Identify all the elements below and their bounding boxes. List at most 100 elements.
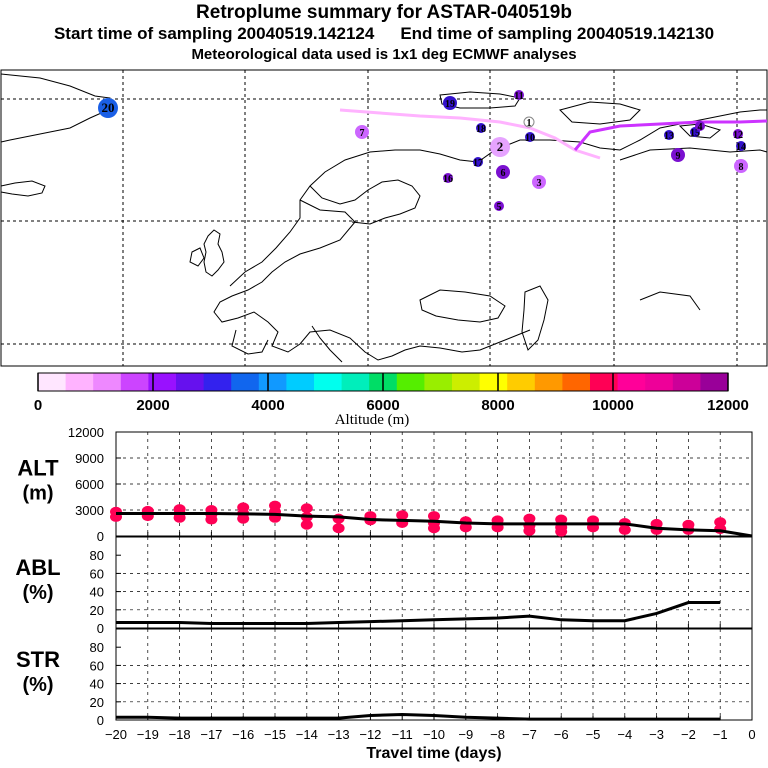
colorbar-tick-label: 8000 — [481, 397, 514, 414]
colorbar-tick-label: 0 — [34, 397, 42, 414]
x-tick-label: −14 — [296, 727, 318, 742]
sampling-times: Start time of sampling 20040519.142124 En… — [0, 24, 768, 44]
map-marker-dot — [443, 96, 457, 110]
map-marker: 8 — [734, 159, 748, 173]
altitude-marker — [173, 512, 186, 523]
colorbar-tick-label: 2000 — [136, 397, 169, 414]
map-marker: 5 — [494, 201, 504, 213]
plume-markers: 20 19 18 17 16 15 14 13 12 11 10 9 8 7 6 5 4 3 2 1 — [98, 90, 748, 213]
map-marker: 18 — [476, 123, 486, 135]
series-line — [116, 713, 721, 721]
map-marker: 9 — [671, 148, 685, 162]
abl-panel: 80 60 40 20 0 ABL(%) — [15, 536, 753, 636]
y-tick-label: 0 — [97, 713, 104, 728]
colorbar-swatch — [38, 373, 67, 391]
britain-coast — [203, 229, 225, 277]
colorbar-swatch — [590, 373, 619, 391]
map-marker-dot — [98, 98, 118, 118]
map-marker: 20 — [98, 98, 118, 118]
map-marker: 7 — [355, 125, 369, 139]
map-marker-dot — [355, 125, 369, 139]
y-tick-label: 0 — [97, 529, 104, 544]
y-tick-label: 3000 — [75, 503, 104, 518]
map-marker: 16 — [443, 173, 453, 185]
map-marker-dot — [733, 129, 743, 139]
x-tick-label: −7 — [522, 727, 537, 742]
y-tick-label: 80 — [90, 640, 104, 655]
map-marker-label: 15 — [690, 128, 700, 139]
x-tick-label: −6 — [554, 727, 569, 742]
colorbar-swatch — [176, 373, 205, 391]
colorbar-swatch — [534, 373, 563, 391]
panel-label: ALT — [17, 456, 59, 481]
y-tick-label: 40 — [90, 677, 104, 692]
map-marker: 14 — [736, 141, 746, 153]
colorbar-tick-label: 12000 — [707, 397, 749, 414]
altitude-marker — [555, 514, 568, 525]
colorbar-swatch — [148, 373, 177, 391]
map-marker-label: 17 — [473, 158, 483, 169]
colorbar-swatch — [479, 373, 508, 391]
colorbar-swatch — [700, 373, 729, 391]
baltic-coast — [309, 179, 421, 225]
map-marker: 12 — [733, 129, 743, 141]
colorbar-swatch — [507, 373, 536, 391]
map-marker: 10 — [525, 132, 535, 144]
x-tick-label: −12 — [359, 727, 381, 742]
plume-path-high — [573, 119, 768, 151]
map-marker-label: 16 — [443, 174, 453, 185]
altitude-marker — [523, 525, 536, 536]
colorbar-swatch — [314, 373, 343, 391]
map-marker-dot — [476, 123, 486, 133]
alt-panel: 12000 9000 6000 3000 0 ALT(m) — [17, 425, 753, 544]
map-marker-label: 8 — [739, 162, 744, 173]
map-marker-label: 6 — [501, 168, 506, 179]
panel-label: ABL — [15, 555, 60, 580]
altitude-marker — [300, 519, 313, 530]
iberia-coast — [231, 329, 269, 355]
colorbar-swatch — [562, 373, 591, 391]
end-time-label: End time of sampling 20040519.142130 — [400, 24, 715, 43]
arctic-island-2 — [559, 101, 641, 125]
map-marker: 11 — [514, 90, 524, 102]
colorbar-tick-label: 10000 — [592, 397, 634, 414]
altitude-marker — [428, 511, 440, 522]
y-tick-label: 20 — [90, 603, 104, 618]
greenland-coast — [0, 73, 111, 143]
map-marker-label: 18 — [476, 124, 486, 135]
caspian-coast — [521, 285, 549, 351]
map-marker: 1 — [523, 116, 535, 129]
map-marker: 3 — [532, 175, 546, 189]
x-tick-label: −18 — [169, 727, 191, 742]
altitude-marker — [618, 524, 631, 535]
map-marker-label: 2 — [497, 139, 504, 154]
map-marker-label: 11 — [514, 91, 523, 102]
colorbar-swatch — [396, 373, 425, 391]
black-sea-coast — [419, 289, 506, 323]
map-marker: 2 — [490, 137, 510, 157]
colorbar-swatch — [120, 373, 149, 391]
colorbar-swatch — [93, 373, 122, 391]
map-marker-dot — [494, 201, 504, 211]
map-marker-label: 12 — [733, 130, 743, 141]
map-marker: 4 — [695, 121, 705, 133]
y-tick-label: 9000 — [75, 451, 104, 466]
colorbar-title: Altitude (m) — [335, 412, 410, 428]
x-tick-label: −13 — [328, 727, 350, 742]
map-marker-dot — [490, 137, 510, 157]
map-marker-dot — [532, 175, 546, 189]
map-marker: 13 — [664, 130, 674, 142]
map-marker-dot — [734, 159, 748, 173]
map-marker-label: 19 — [445, 99, 455, 110]
colorbar-swatch — [672, 373, 701, 391]
map-marker: 6 — [496, 165, 510, 179]
map-marker-label: 3 — [537, 178, 542, 189]
plume-path-low — [339, 108, 601, 160]
x-tick-label: −19 — [137, 727, 159, 742]
map-marker-label: 20 — [102, 100, 115, 115]
x-tick-label: −15 — [264, 727, 286, 742]
x-tick-label: −4 — [617, 727, 632, 742]
altitude-marker — [459, 522, 472, 533]
